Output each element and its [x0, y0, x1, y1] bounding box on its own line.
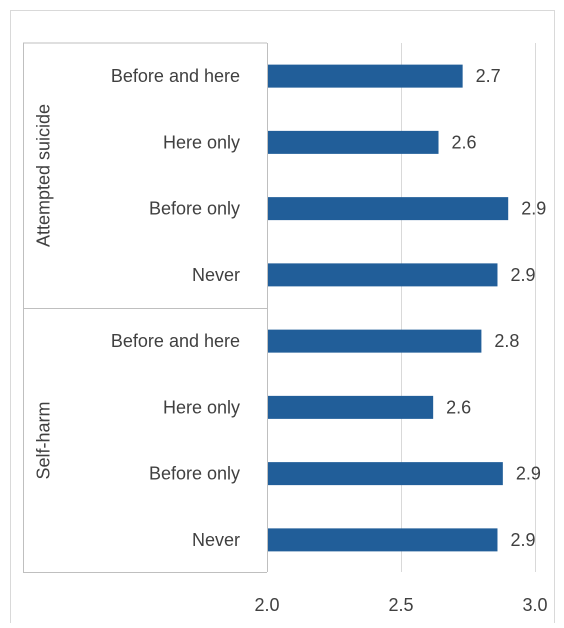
bar	[268, 197, 509, 221]
bar	[268, 263, 498, 287]
category-label: Before only	[149, 464, 240, 484]
bar	[268, 462, 503, 486]
bars	[268, 64, 509, 552]
category-label: Before only	[149, 199, 240, 219]
category-label: Before and here	[111, 331, 240, 351]
bar	[268, 64, 463, 88]
data-label: 2.9	[521, 199, 546, 219]
bar	[268, 528, 498, 552]
category-label: Here only	[163, 132, 240, 152]
data-label: 2.7	[476, 66, 501, 86]
bar	[268, 395, 434, 419]
bar	[268, 130, 439, 154]
bar	[268, 329, 482, 353]
category-label: Before and here	[111, 66, 240, 86]
group-label: Attempted suicide	[34, 104, 54, 247]
data-label: 2.6	[452, 132, 477, 152]
x-tick-label: 2.0	[254, 595, 279, 615]
x-tick-label: 2.5	[388, 595, 413, 615]
data-label: 2.6	[446, 397, 471, 417]
data-label: 2.9	[510, 530, 535, 550]
category-label: Here only	[163, 397, 240, 417]
data-label: 2.8	[494, 331, 519, 351]
category-axis-frame	[23, 42, 268, 573]
group-label: Self-harm	[34, 401, 54, 479]
x-tick-label: 3.0	[522, 595, 547, 615]
category-label: Never	[192, 530, 240, 550]
data-label: 2.9	[516, 464, 541, 484]
data-label: 2.9	[510, 265, 535, 285]
labels: 2.0 2.5 3.0 Attempted suicide Before and her…	[34, 66, 548, 615]
category-label: Never	[192, 265, 240, 285]
gridlines	[401, 43, 536, 572]
